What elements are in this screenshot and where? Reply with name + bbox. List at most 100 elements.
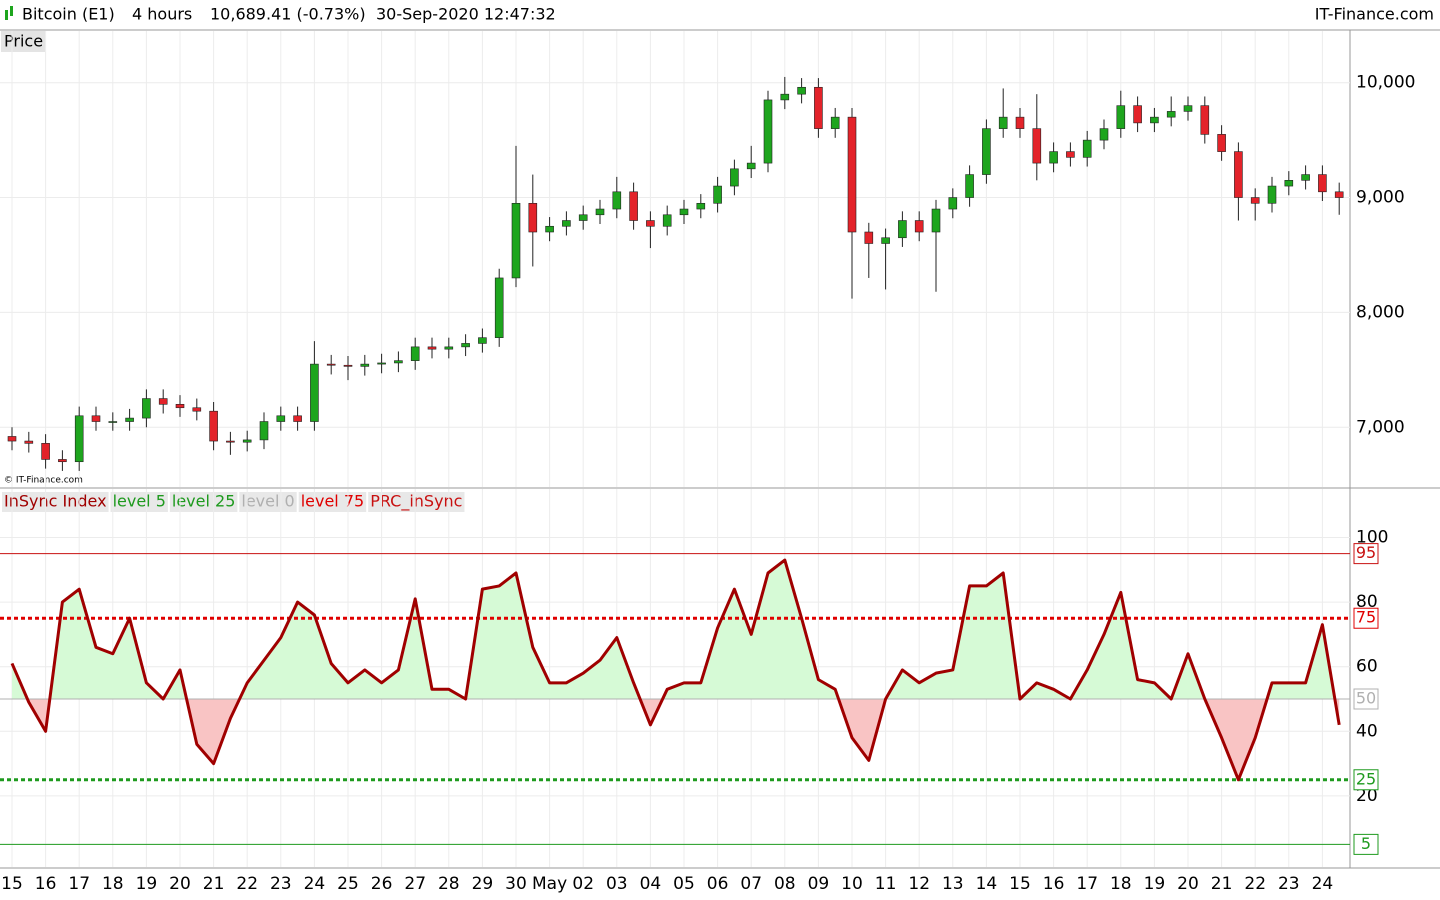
x-tick-label: 23 <box>270 874 292 894</box>
x-tick-label: 19 <box>136 874 158 894</box>
level-label: 95 <box>1356 543 1376 562</box>
x-tick-label: 20 <box>169 874 191 894</box>
candle-body <box>209 410 218 442</box>
candle <box>948 188 958 219</box>
candle <box>58 450 67 471</box>
fill-above <box>12 560 1340 699</box>
candle-body <box>931 208 941 233</box>
legend-box <box>2 492 109 512</box>
candle <box>1049 142 1058 173</box>
candle <box>1133 96 1142 133</box>
candle-body <box>545 225 554 233</box>
candle <box>142 389 151 428</box>
candle <box>293 406 302 431</box>
candle <box>343 356 353 381</box>
candle-body <box>948 197 958 210</box>
candle <box>1099 119 1109 150</box>
candle-body <box>612 191 622 210</box>
level-label: 75 <box>1356 608 1376 627</box>
candle <box>91 406 101 431</box>
legend-box <box>169 492 238 512</box>
x-tick-label: 17 <box>68 874 90 894</box>
x-tick-label: 30 <box>505 874 527 894</box>
candle-body <box>1133 105 1142 124</box>
candle <box>242 430 252 452</box>
level-label: 5 <box>1361 834 1371 853</box>
candle <box>478 328 487 353</box>
candle-body <box>814 86 823 129</box>
candle-body <box>1116 105 1126 129</box>
candle-body <box>1082 139 1092 158</box>
candle <box>1217 125 1226 161</box>
candle-body <box>276 415 286 422</box>
candle <box>763 90 773 173</box>
candle <box>1250 188 1260 221</box>
candle <box>562 211 571 236</box>
legend-item: level 5 <box>113 492 166 511</box>
x-tick-label: May <box>532 874 567 894</box>
candle-body <box>914 220 924 233</box>
candle-body <box>1318 174 1327 193</box>
candle <box>125 408 134 431</box>
x-tick-label: 11 <box>875 874 897 894</box>
x-tick-label: 28 <box>438 874 460 894</box>
candle <box>427 337 437 359</box>
candle <box>226 431 235 455</box>
candle-body <box>1099 128 1109 141</box>
candle-body <box>578 214 588 221</box>
candle-body <box>1032 128 1042 164</box>
candle <box>24 431 34 453</box>
legend-item: PRC_inSync <box>370 492 462 512</box>
candle-body <box>24 440 34 444</box>
level-label: 50 <box>1356 689 1376 708</box>
panel-label: Price <box>4 32 43 51</box>
candle <box>814 78 823 138</box>
x-tick-label: 29 <box>472 874 494 894</box>
candle-body <box>998 116 1008 129</box>
x-tick-label: 26 <box>371 874 393 894</box>
brand: IT-Finance.com <box>1315 5 1434 24</box>
legend-box <box>239 492 297 512</box>
instrument: Bitcoin (E1) <box>22 5 115 24</box>
candle-body <box>1015 116 1025 129</box>
candle <box>713 176 722 213</box>
x-tick-label: 19 <box>1144 874 1166 894</box>
candle-body <box>1150 116 1159 124</box>
candle-body <box>444 346 454 350</box>
candle <box>662 205 672 236</box>
level-box <box>1353 688 1379 710</box>
candle-body <box>629 191 638 221</box>
y-tick-label: 100 <box>1356 527 1388 547</box>
candle <box>998 88 1008 138</box>
timeframe: 4 hours <box>132 5 192 24</box>
candle <box>982 119 991 184</box>
candle-body <box>1166 111 1176 118</box>
x-tick-label: 18 <box>102 874 124 894</box>
candle-body <box>310 363 319 422</box>
x-tick-label: 27 <box>404 874 426 894</box>
candle-body <box>1301 174 1310 181</box>
candle-body <box>192 407 202 412</box>
candle <box>259 412 269 450</box>
legend-item: InSync Index <box>4 492 107 511</box>
candle-body <box>175 403 185 409</box>
candle <box>192 398 202 421</box>
candle-body <box>259 421 269 441</box>
candle <box>931 199 941 292</box>
line-series <box>10 558 1341 782</box>
candle-body <box>461 343 470 348</box>
candle-body <box>746 162 756 170</box>
legend-box <box>368 492 465 512</box>
candle <box>1032 94 1042 181</box>
level-label: 25 <box>1356 769 1376 788</box>
candle <box>74 406 84 471</box>
candle-body <box>1234 151 1243 198</box>
candle <box>1082 130 1092 167</box>
candle-body <box>511 202 521 279</box>
y-tick-label: 60 <box>1356 657 1378 677</box>
x-tick-label: 09 <box>808 874 830 894</box>
x-tick-label: 02 <box>572 874 594 894</box>
level-box <box>1353 543 1379 565</box>
